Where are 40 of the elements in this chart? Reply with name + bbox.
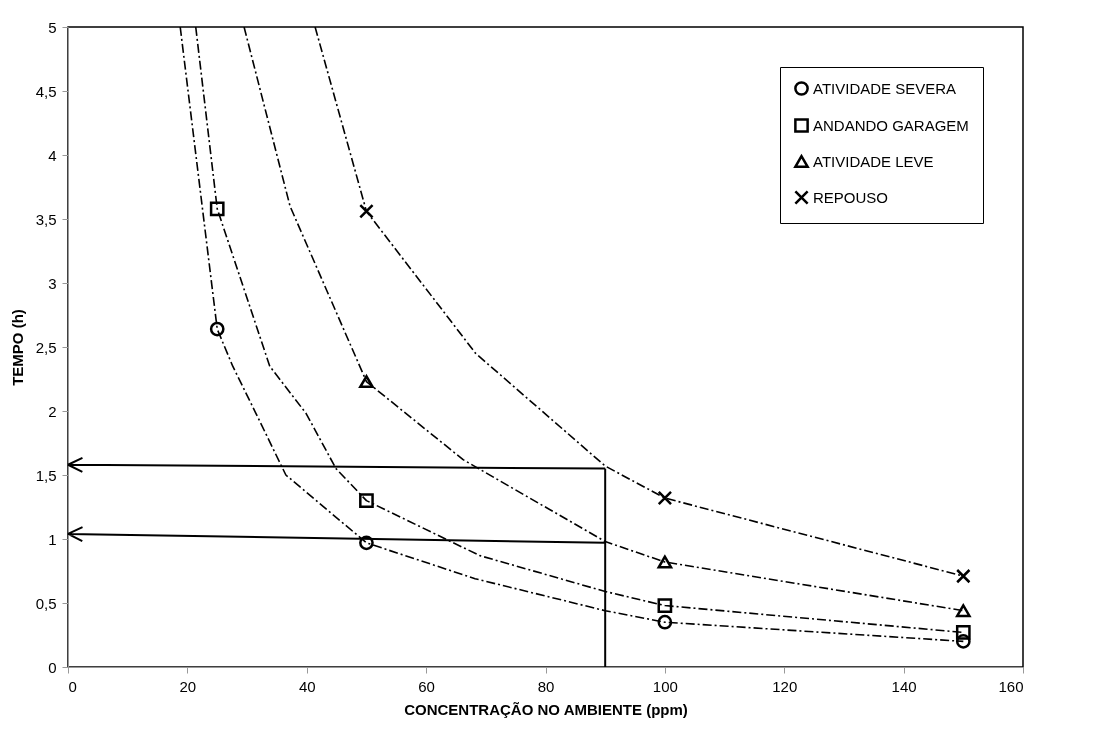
y-tick-label: 3,5 bbox=[35, 210, 57, 228]
point bbox=[955, 604, 971, 618]
point bbox=[955, 568, 971, 584]
point bbox=[209, 321, 225, 337]
x-tick-label: 20 bbox=[179, 677, 197, 695]
y-tick-label: 4,5 bbox=[35, 82, 57, 100]
x-tick-label: 60 bbox=[418, 677, 435, 695]
point bbox=[657, 598, 673, 613]
point bbox=[657, 555, 673, 569]
y-tick-label: 5 bbox=[48, 18, 57, 36]
y-tick-label: 4 bbox=[48, 146, 57, 164]
x-tick-label: 0 bbox=[68, 677, 77, 695]
x-tick-label: 80 bbox=[537, 677, 555, 695]
point bbox=[359, 493, 374, 508]
point bbox=[657, 490, 673, 506]
y-tick-label: 0,5 bbox=[35, 594, 57, 612]
y-tick-label: 1 bbox=[48, 530, 57, 548]
y-tick-label: 0 bbox=[48, 658, 57, 676]
point bbox=[209, 201, 225, 217]
legend-label: ATIVIDADE LEVE bbox=[813, 152, 934, 170]
x-tick-label: 160 bbox=[998, 677, 1024, 695]
x-tick-label: 140 bbox=[891, 677, 917, 695]
y-axis-title: TEMPO (h) bbox=[8, 309, 26, 386]
x-tick-label: 100 bbox=[652, 677, 678, 695]
x-tick-label: 120 bbox=[772, 677, 798, 695]
point bbox=[955, 634, 971, 649]
x-tick-label: 40 bbox=[298, 677, 316, 695]
point bbox=[359, 535, 374, 551]
point bbox=[359, 375, 374, 389]
legend-label: ATIVIDADE SEVERA bbox=[813, 79, 957, 97]
legend-label: ANDANDO GARAGEM bbox=[813, 116, 969, 134]
y-tick-label: 2 bbox=[48, 402, 57, 420]
x-axis-title: CONCENTRAÇÃO NO AMBIENTE (ppm) bbox=[404, 700, 688, 718]
point bbox=[955, 625, 971, 640]
y-tick-label: 2,5 bbox=[35, 338, 57, 356]
point bbox=[359, 203, 374, 219]
y-tick-label: 3 bbox=[48, 274, 57, 292]
y-tick-label: 1,5 bbox=[35, 466, 57, 484]
point bbox=[657, 614, 673, 630]
legend-label: REPOUSO bbox=[813, 188, 889, 206]
